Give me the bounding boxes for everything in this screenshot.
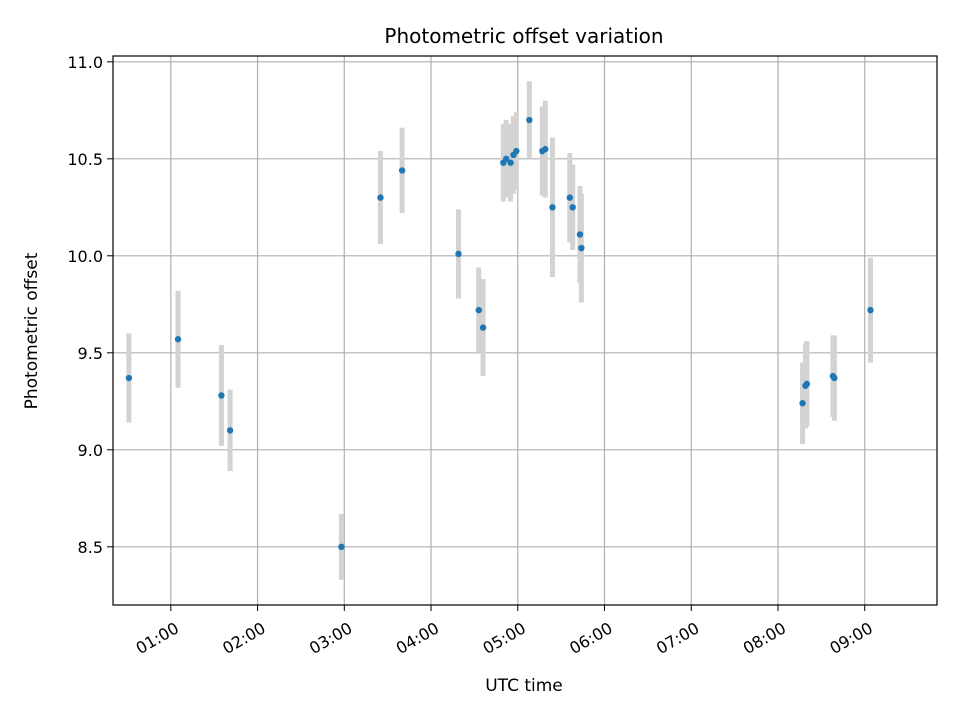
data-point [831, 374, 838, 382]
y-tick-label: 10.5 [67, 150, 103, 169]
x-axis-ticks: 01:00 02:00 03:00 04:00 05:00 06:00 07:00 08:00… [133, 605, 876, 658]
data-point [542, 145, 549, 153]
x-tick-label: 03:00 [306, 618, 355, 658]
x-axis-label: UTC time [485, 676, 563, 696]
data-point [174, 336, 182, 343]
data-point [569, 204, 576, 211]
data-point [578, 244, 585, 252]
y-tick-label: 11.0 [67, 53, 103, 72]
x-tick-label: 04:00 [393, 618, 442, 658]
x-tick-label: 07:00 [653, 618, 702, 658]
error-bars [126, 81, 874, 580]
x-tick-label: 05:00 [480, 618, 529, 658]
grid [113, 56, 937, 605]
x-tick-label: 02:00 [219, 618, 268, 658]
data-point [338, 543, 345, 551]
data-points [125, 116, 874, 551]
x-tick-label: 09:00 [826, 618, 875, 658]
data-point [507, 159, 514, 166]
data-point [803, 380, 811, 388]
x-tick-label: 08:00 [740, 618, 789, 658]
data-point [867, 306, 874, 314]
y-tick-label: 10.0 [67, 247, 103, 266]
y-tick-label: 8.5 [78, 538, 103, 557]
data-point [799, 400, 806, 407]
y-axis-label: Photometric offset [22, 252, 42, 409]
data-point [479, 324, 487, 331]
data-point [503, 155, 510, 163]
y-tick-label: 9.5 [78, 344, 103, 363]
x-tick-label: 01:00 [133, 618, 182, 658]
data-point [475, 306, 482, 314]
data-point [576, 231, 584, 238]
y-axis-ticks: 8.5 9.0 9.5 10.0 10.5 11.0 [67, 53, 113, 557]
plot-frame [112, 55, 938, 606]
chart-title: Photometric offset variation [384, 24, 663, 48]
data-point [566, 194, 574, 201]
data-point [125, 374, 133, 382]
x-tick-label: 06:00 [566, 618, 615, 658]
data-point [549, 204, 556, 211]
data-point [226, 427, 234, 434]
data-point [377, 194, 384, 201]
data-point [526, 116, 533, 124]
y-tick-label: 9.0 [78, 441, 103, 460]
data-point [455, 250, 462, 258]
data-point [398, 167, 406, 174]
data-point [218, 392, 225, 399]
data-point [513, 147, 520, 155]
